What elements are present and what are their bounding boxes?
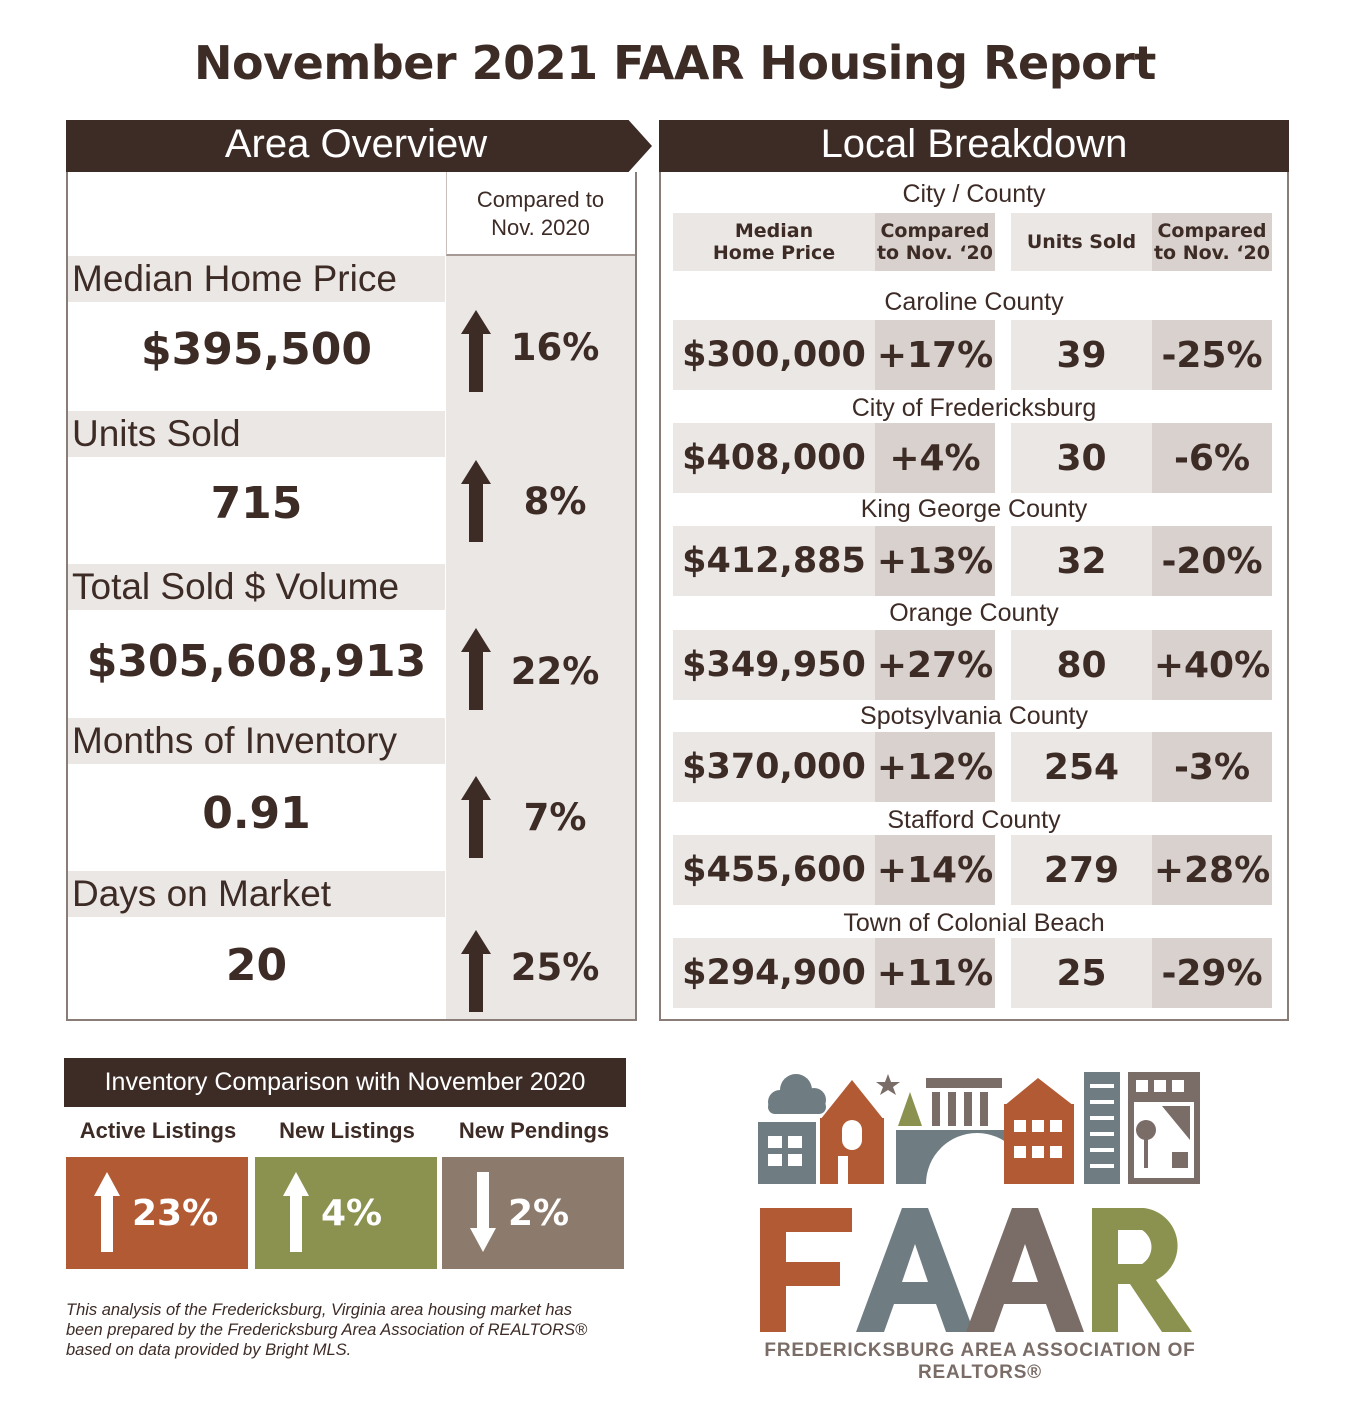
area-overview-title: Area Overview [224,122,488,166]
inventory-box [255,1157,437,1269]
arrow-up-icon [461,930,491,1012]
metric-value: 0.91 [202,788,311,839]
arrow-up-icon [461,460,491,542]
metric-label: Total Sold $ Volume [68,564,445,610]
row-area-name: Town of Colonial Beach [843,909,1105,937]
footnote: This analysis of the Fredericksburg, Vir… [66,1301,588,1359]
metric-change: 16% [510,326,600,369]
row-units-sold: 254 [1011,732,1152,802]
compare-column-header-bg [446,172,635,256]
row-price-change: +13% [875,526,995,596]
inventory-change: 23% [132,1193,219,1234]
col-median-home-price: Median Home Price [673,213,875,271]
arrow-down-icon [470,1172,496,1252]
metric-label: Units Sold [68,411,445,457]
inventory-label: Active Listings [79,1118,237,1143]
row-price-change: +17% [875,320,995,390]
row-area-name: Stafford County [887,806,1061,834]
metric-value: $395,500 [140,324,373,375]
row-units-sold: 32 [1011,526,1152,596]
metric-value: 715 [210,478,303,529]
row-units-change: +40% [1152,630,1272,700]
page-title: November 2021 FAAR Housing Report [194,36,1156,90]
row-units-sold: 30 [1011,423,1152,493]
area-overview-header-bar [66,120,652,172]
metric-change: 22% [510,650,600,693]
row-median-price: $370,000 [673,732,875,802]
inventory-change: 2% [508,1193,570,1234]
row-price-change: +12% [875,732,995,802]
row-area-name: Caroline County [884,288,1064,316]
logo-tagline: FREDERICKSBURG AREA ASSOCIATION OF REALT… [764,1340,1196,1383]
metric-value: $305,608,913 [86,636,427,687]
arrow-up-icon [461,628,491,710]
col-price-compared: Compared to Nov. ‘20 [875,213,995,271]
metric-label: Days on Market [68,871,445,917]
row-units-sold: 25 [1011,938,1152,1008]
row-units-change: -3% [1152,732,1272,802]
arrow-up-icon [461,310,491,392]
local-breakdown-panel [659,172,1289,1021]
col-units-sold: Units Sold [1011,213,1152,271]
faar-logo-buildings-icon [758,1072,1200,1184]
col-units-compared: Compared to Nov. ‘20 [1152,213,1272,271]
row-median-price: $349,950 [673,630,875,700]
row-units-sold: 80 [1011,630,1152,700]
city-county-subheader: City / County [902,180,1046,208]
metric-label: Median Home Price [68,256,445,302]
row-median-price: $294,900 [673,938,875,1008]
inventory-label: New Listings [279,1118,415,1143]
local-breakdown-header-bar [659,120,1289,172]
row-price-change: +11% [875,938,995,1008]
row-price-change: +27% [875,630,995,700]
metric-change: 7% [523,796,587,839]
inventory-label: New Pendings [458,1118,610,1143]
faar-wordmark [760,1208,1192,1332]
row-price-change: +4% [875,423,995,493]
arrow-up-icon [461,776,491,858]
inventory-change: 4% [321,1193,383,1234]
compare-column-header: Compared to Nov. 2020 [476,187,605,240]
row-median-price: $408,000 [673,423,875,493]
row-units-change: -25% [1152,320,1272,390]
row-median-price: $455,600 [673,835,875,905]
row-units-sold: 39 [1011,320,1152,390]
local-breakdown-title: Local Breakdown [820,122,1128,166]
inventory-box [442,1157,624,1269]
arrow-up-icon [94,1172,120,1252]
row-area-name: King George County [860,495,1088,523]
row-area-name: Spotsylvania County [860,702,1088,730]
row-units-change: -6% [1152,423,1272,493]
inventory-box [66,1157,248,1269]
row-price-change: +14% [875,835,995,905]
row-median-price: $412,885 [673,526,875,596]
compare-column [446,172,635,1019]
metric-value: 20 [225,940,288,991]
row-median-price: $300,000 [673,320,875,390]
inventory-header: Inventory Comparison with November 2020 [64,1058,626,1107]
row-area-name: City of Fredericksburg [851,394,1097,422]
row-units-sold: 279 [1011,835,1152,905]
arrow-up-icon [283,1172,309,1252]
metric-label: Months of Inventory [68,718,445,764]
metric-change: 8% [523,480,587,523]
metric-change: 25% [510,946,600,989]
row-units-change: -20% [1152,526,1272,596]
row-area-name: Orange County [889,599,1059,627]
row-units-change: +28% [1152,835,1272,905]
row-units-change: -29% [1152,938,1272,1008]
